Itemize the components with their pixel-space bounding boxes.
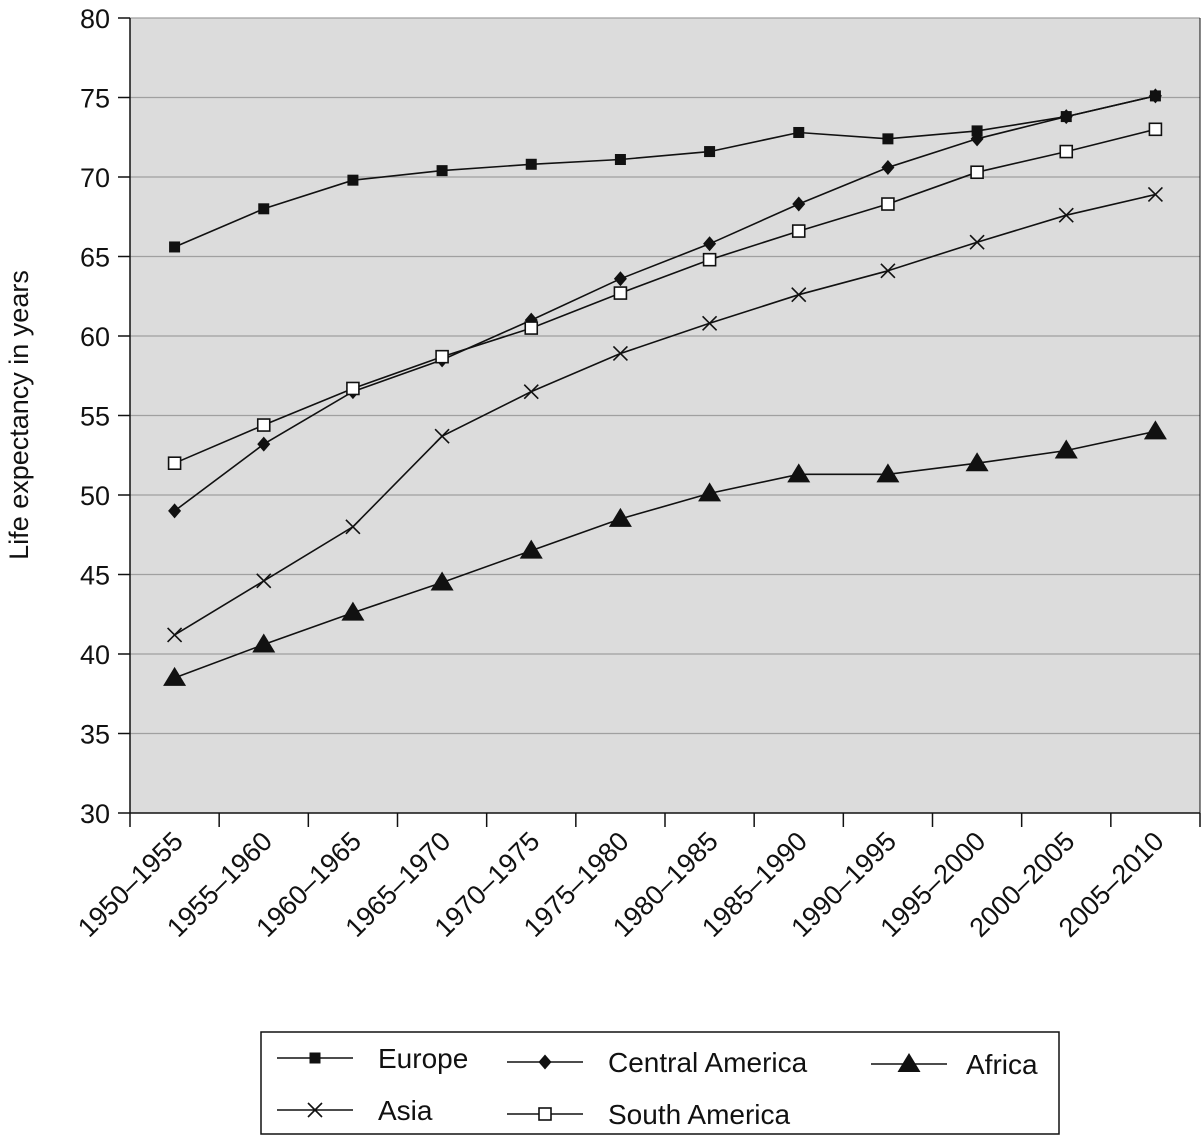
data-point-africa-1 (252, 633, 276, 653)
y-tick-label-80: 80 (80, 4, 110, 34)
data-point-asia-9 (969, 234, 985, 250)
data-point-africa-3 (430, 571, 454, 591)
data-point-africa-10 (1054, 439, 1078, 459)
data-point-south-america-3 (435, 349, 449, 364)
legend-item-central-america: Central America (507, 1047, 808, 1078)
data-point-asia-0 (167, 627, 183, 643)
data-point-europe-8 (882, 133, 894, 145)
data-point-south-america-11 (1148, 122, 1163, 137)
series-line-central-america (174, 95, 1156, 512)
data-point-south-america-4 (524, 321, 539, 335)
series-central-america (168, 88, 1162, 519)
data-point-europe-3 (436, 165, 448, 177)
legend-marker-europe (309, 1052, 321, 1064)
legend-label-central-america: Central America (608, 1047, 808, 1078)
data-point-africa-0 (163, 666, 187, 686)
data-point-central-america-5 (613, 271, 627, 287)
data-point-south-america-1 (256, 418, 271, 432)
y-tick-label-40: 40 (80, 640, 110, 670)
data-point-africa-11 (1143, 420, 1167, 440)
y-axis-title: Life expectancy in years (4, 270, 34, 560)
data-point-asia-10 (1058, 207, 1074, 223)
series-line-africa (174, 430, 1156, 679)
data-point-south-america-8 (881, 197, 895, 211)
data-point-asia-8 (880, 263, 896, 279)
legend-item-south-america: South America (507, 1099, 791, 1130)
data-point-europe-1 (258, 203, 270, 215)
data-point-central-america-1 (257, 436, 271, 452)
y-tick-label-60: 60 (80, 322, 110, 352)
data-point-europe-0 (169, 241, 181, 253)
data-point-africa-4 (519, 539, 543, 559)
legend-marker-africa (897, 1053, 921, 1072)
data-point-asia-2 (345, 519, 361, 535)
legend-label-asia: Asia (378, 1095, 433, 1126)
y-tick-label-45: 45 (80, 561, 110, 591)
series-asia (167, 186, 1163, 643)
data-point-central-america-8 (881, 159, 895, 175)
legend-marker-south-america (538, 1107, 552, 1121)
data-point-africa-6 (698, 482, 722, 502)
series-group (163, 88, 1167, 686)
legend-marker-asia (307, 1102, 323, 1118)
y-ticks: 30 35 40 45 50 55 60 65 70 75 80 (80, 4, 130, 829)
data-point-south-america-5 (613, 286, 628, 300)
y-tick-label-55: 55 (80, 402, 110, 432)
data-point-africa-2 (341, 601, 365, 621)
data-point-asia-1 (256, 573, 272, 589)
data-point-africa-5 (608, 507, 632, 527)
series-line-asia (174, 193, 1156, 636)
y-tick-label-70: 70 (80, 163, 110, 193)
data-point-south-america-6 (702, 252, 717, 267)
series-line-europe (174, 95, 1156, 248)
data-point-asia-3 (434, 428, 450, 444)
data-point-south-america-10 (1059, 144, 1074, 159)
data-point-africa-9 (965, 452, 989, 472)
legend-label-europe: Europe (378, 1043, 468, 1074)
series-line-south-america (174, 128, 1156, 464)
data-point-europe-5 (614, 154, 626, 166)
legend: Europe Central America Africa Asia South Ame… (260, 1031, 1060, 1135)
data-point-europe-9 (971, 125, 983, 137)
legend-marker-central-america (538, 1054, 552, 1070)
legend-label-africa: Africa (966, 1049, 1038, 1080)
data-point-central-america-10 (1059, 109, 1073, 125)
data-point-south-america-9 (970, 165, 984, 180)
data-point-south-america-2 (346, 381, 360, 396)
data-point-central-america-9 (970, 131, 984, 147)
data-point-asia-6 (702, 315, 718, 331)
series-south-america (167, 122, 1163, 471)
data-point-south-america-7 (791, 224, 806, 238)
y-tick-label-50: 50 (80, 481, 110, 511)
legend-label-south-america: South America (608, 1099, 791, 1130)
data-point-europe-6 (704, 146, 716, 158)
data-point-europe-2 (347, 174, 359, 186)
y-tick-label-75: 75 (80, 84, 110, 114)
x-ticks: 1950–19551955–19601960–19651965–19701970… (72, 813, 1201, 943)
data-point-africa-8 (876, 463, 900, 483)
data-point-asia-4 (523, 384, 539, 400)
legend-item-europe: Europe (277, 1043, 468, 1074)
data-point-europe-4 (525, 158, 537, 170)
legend-item-africa: Africa (871, 1049, 1038, 1080)
data-point-central-america-7 (792, 196, 806, 212)
legend-item-asia: Asia (277, 1095, 433, 1126)
series-africa (163, 420, 1167, 686)
data-point-central-america-0 (168, 503, 182, 519)
legend-box (260, 1031, 1060, 1135)
y-tick-label-65: 65 (80, 243, 110, 273)
data-point-asia-11 (1147, 186, 1163, 203)
data-point-south-america-0 (167, 456, 182, 471)
data-point-europe-7 (793, 126, 805, 138)
y-tick-label-30: 30 (80, 799, 110, 829)
data-point-asia-5 (612, 345, 628, 362)
data-point-africa-7 (787, 463, 811, 483)
data-point-asia-7 (791, 287, 807, 303)
data-point-central-america-6 (703, 236, 717, 252)
data-point-central-america-11 (1148, 88, 1162, 104)
y-tick-label-35: 35 (80, 720, 110, 750)
gridlines (130, 17, 1200, 735)
